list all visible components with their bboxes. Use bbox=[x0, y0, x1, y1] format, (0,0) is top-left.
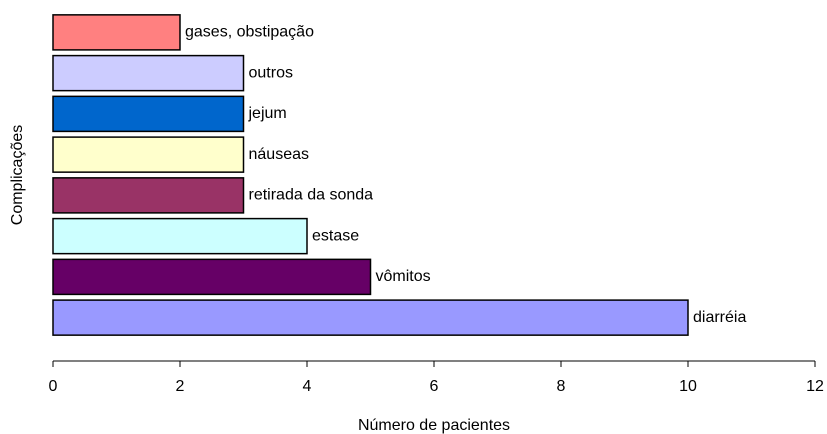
bar-label: retirada da sonda bbox=[249, 187, 374, 204]
bar bbox=[52, 14, 181, 51]
x-axis-label: Número de pacientes bbox=[358, 417, 510, 434]
x-tick-label: 6 bbox=[430, 378, 439, 395]
bar-label: estase bbox=[312, 227, 359, 244]
x-tick-label: 12 bbox=[806, 378, 824, 395]
bar-label: vômitos bbox=[376, 268, 431, 285]
bar bbox=[52, 299, 689, 336]
bar bbox=[52, 54, 245, 92]
bar-label: jejum bbox=[248, 105, 287, 122]
x-tick-label: 8 bbox=[557, 378, 566, 395]
x-tick-label: 10 bbox=[679, 378, 697, 395]
bar-label: diarréia bbox=[693, 309, 746, 326]
bar bbox=[52, 95, 245, 133]
bar bbox=[52, 258, 372, 296]
bar bbox=[52, 177, 245, 214]
bar bbox=[52, 217, 308, 255]
bar-label: outros bbox=[249, 64, 293, 81]
bar-label: náuseas bbox=[249, 146, 310, 163]
y-axis-label: Complicações bbox=[9, 125, 26, 225]
bar-label: gases, obstipação bbox=[185, 24, 314, 41]
x-tick-label: 2 bbox=[176, 378, 185, 395]
bar bbox=[52, 136, 245, 173]
x-tick-label: 4 bbox=[303, 378, 312, 395]
x-tick-label: 0 bbox=[49, 378, 58, 395]
